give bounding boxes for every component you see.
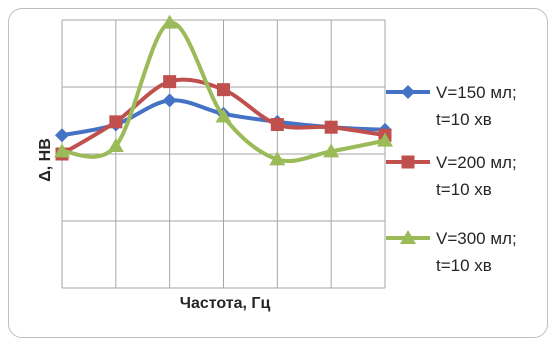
data-point-marker [55,128,69,143]
data-point-marker [324,120,338,134]
data-point-marker [217,83,230,97]
data-point-marker [270,118,284,132]
x-axis-title: Частота, Гц [180,295,271,312]
data-point-marker [109,115,123,129]
data-point-marker [54,143,70,158]
data-point-marker [107,137,124,152]
legend-label-line2: t=10 хв [436,256,492,275]
legend-label-line1: V=200 мл; [436,153,517,172]
series-layer [54,14,393,166]
chart-frame [8,8,548,338]
data-point-marker [163,75,177,89]
legend-label-line1: V=150 мл; [436,83,517,102]
legend-label-line2: t=10 хв [436,110,492,129]
legend-marker [401,155,415,169]
legend: V=150 мл; t=10 хв V=200 мл; t=10 хв V=300 мл… [386,83,517,275]
data-point-marker [269,151,286,166]
data-point-marker [323,143,340,158]
data-point-marker [377,132,393,147]
y-axis-title: Δ, НВ [37,138,54,182]
legend-label-line1: V=300 мл; [436,229,517,248]
data-point-marker [161,14,178,29]
legend-marker [401,85,415,99]
data-point-marker [162,93,177,108]
data-point-marker [215,108,232,123]
legend-marker [400,230,416,244]
legend-label-line2: t=10 хв [436,180,492,199]
